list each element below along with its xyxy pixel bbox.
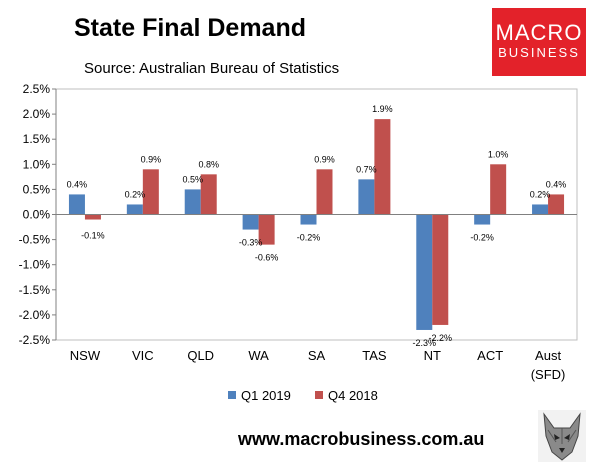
x-tick-label: TAS — [362, 348, 387, 363]
y-tick-label: 2.5% — [23, 82, 51, 96]
y-tick-label: -2.5% — [19, 333, 51, 347]
bar-value-label: 0.7% — [356, 164, 377, 174]
x-tick-label: VIC — [132, 348, 154, 363]
bar — [68, 194, 85, 215]
legend-label: Q1 2019 — [241, 388, 291, 403]
macrobusiness-logo: MACRO BUSINESS — [492, 8, 586, 76]
bar — [184, 189, 201, 215]
y-tick-label: -1.0% — [19, 258, 51, 272]
bar — [300, 214, 317, 225]
bar-value-label: -0.6% — [255, 253, 279, 263]
bar-value-label: -0.3% — [239, 238, 263, 248]
x-axis: NSW VIC QLD WA SA TAS NT ACT Aust (SFD) — [56, 214, 577, 382]
bar — [532, 204, 549, 215]
y-tick-label: 1.0% — [23, 157, 51, 171]
bar — [432, 214, 449, 325]
bar — [84, 214, 101, 220]
bar-value-label: 0.2% — [530, 189, 551, 199]
chart-source: Source: Australian Bureau of Statistics — [84, 60, 340, 77]
y-axis: 2.5% 2.0% 1.5% 1.0% 0.5% 0.0% -0.5% -1.0% -1.5% -… — [19, 82, 57, 347]
bar-value-label: -0.2% — [297, 233, 321, 243]
bar — [416, 214, 433, 330]
bar — [142, 169, 159, 215]
x-tick-label: WA — [248, 348, 269, 363]
bar — [490, 164, 507, 215]
bar-value-label: 0.4% — [546, 179, 567, 189]
bar — [358, 179, 375, 215]
bar-value-label: 0.2% — [125, 189, 146, 199]
y-tick-label: 0.5% — [23, 182, 51, 196]
legend-swatch — [315, 391, 323, 399]
bar — [242, 214, 259, 230]
bar — [374, 119, 391, 215]
y-tick-label: -0.5% — [19, 233, 51, 247]
x-tick-label: Aust (SFD) — [531, 348, 566, 382]
y-tick-label: -1.5% — [19, 283, 51, 297]
bar-value-label: 1.0% — [488, 149, 509, 159]
y-tick-label: 2.0% — [23, 107, 51, 121]
bar — [258, 214, 275, 245]
x-tick-label: NSW — [70, 348, 101, 363]
bar-value-label: 0.8% — [198, 159, 219, 169]
bar-value-label: -2.3% — [413, 338, 437, 348]
y-tick-label: 0.0% — [23, 208, 51, 222]
bar-labels: 0.4%0.2%0.5%-0.3%-0.2%0.7%-2.3%-0.2%0.2%… — [67, 104, 567, 348]
bar-value-label: -0.2% — [470, 233, 494, 243]
bar — [474, 214, 491, 225]
bar-value-label: 0.5% — [182, 174, 203, 184]
bar — [200, 174, 217, 215]
x-tick-label: ACT — [477, 348, 503, 363]
bar-value-label: -2.2% — [429, 333, 453, 343]
wolf-head-icon — [538, 410, 586, 462]
bar — [126, 204, 143, 215]
bar-value-label: -0.1% — [81, 231, 105, 241]
bar-value-label: 0.9% — [141, 154, 162, 164]
bars — [68, 119, 565, 330]
bar-value-label: 0.4% — [67, 179, 88, 189]
bar-value-label: 1.9% — [372, 104, 393, 114]
website-url: www.macrobusiness.com.au — [238, 429, 485, 449]
x-tick-label: NT — [424, 348, 441, 363]
bar-value-label: 0.9% — [314, 154, 335, 164]
y-tick-label: 1.5% — [23, 132, 51, 146]
legend-swatch — [228, 391, 236, 399]
legend-label: Q4 2018 — [328, 388, 378, 403]
y-tick-label: -2.0% — [19, 308, 51, 322]
x-tick-label: QLD — [187, 348, 214, 363]
bar — [316, 169, 333, 215]
x-tick-label: SA — [308, 348, 326, 363]
legend: Q1 2019 Q4 2018 — [228, 388, 378, 403]
chart-title: State Final Demand — [74, 14, 306, 42]
bar — [548, 194, 565, 215]
logo-line-2: BUSINESS — [498, 45, 580, 60]
logo-line-1: MACRO — [495, 20, 583, 45]
